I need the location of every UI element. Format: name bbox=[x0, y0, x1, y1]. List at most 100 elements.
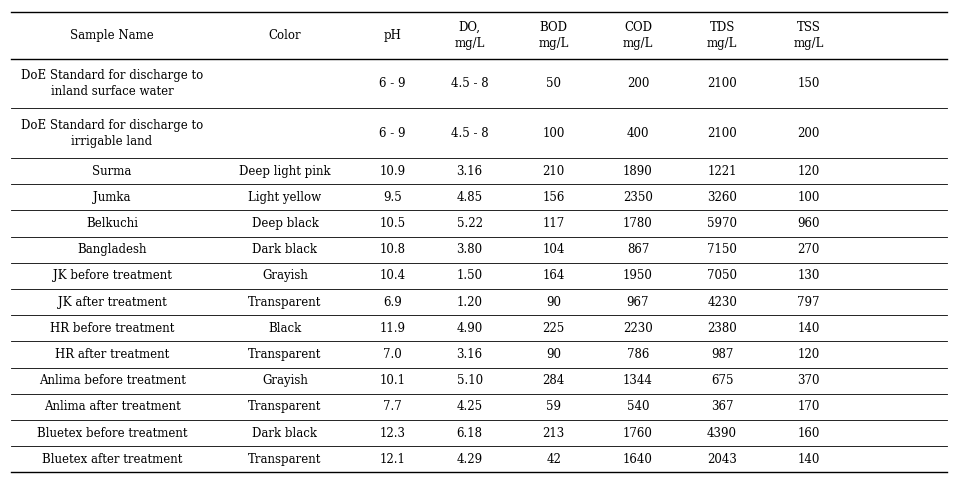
Text: 90: 90 bbox=[546, 348, 561, 361]
Text: 867: 867 bbox=[627, 243, 650, 256]
Text: Deep light pink: Deep light pink bbox=[240, 164, 331, 177]
Text: Grayish: Grayish bbox=[262, 374, 308, 387]
Text: 4.90: 4.90 bbox=[457, 322, 483, 335]
Text: 200: 200 bbox=[627, 77, 650, 90]
Text: 1640: 1640 bbox=[623, 453, 653, 466]
Text: 675: 675 bbox=[711, 374, 734, 387]
Text: 1.20: 1.20 bbox=[457, 295, 483, 308]
Text: 117: 117 bbox=[542, 217, 565, 230]
Text: 270: 270 bbox=[797, 243, 820, 256]
Text: 6.18: 6.18 bbox=[457, 427, 483, 440]
Text: 3.16: 3.16 bbox=[457, 348, 483, 361]
Text: TSS
mg/L: TSS mg/L bbox=[793, 21, 824, 50]
Text: 987: 987 bbox=[711, 348, 733, 361]
Text: 797: 797 bbox=[797, 295, 820, 308]
Text: Sample Name: Sample Name bbox=[70, 29, 154, 42]
Text: 210: 210 bbox=[542, 164, 565, 177]
Text: 967: 967 bbox=[627, 295, 650, 308]
Text: Bluetex before treatment: Bluetex before treatment bbox=[36, 427, 187, 440]
Text: 10.5: 10.5 bbox=[379, 217, 405, 230]
Text: Black: Black bbox=[268, 322, 302, 335]
Text: 5.22: 5.22 bbox=[457, 217, 483, 230]
Text: 104: 104 bbox=[542, 243, 565, 256]
Text: Dark black: Dark black bbox=[253, 243, 317, 256]
Text: COD
mg/L: COD mg/L bbox=[623, 21, 653, 50]
Text: Anlima after treatment: Anlima after treatment bbox=[44, 401, 180, 414]
Text: 6.9: 6.9 bbox=[383, 295, 402, 308]
Text: 12.1: 12.1 bbox=[379, 453, 405, 466]
Text: 1890: 1890 bbox=[623, 164, 652, 177]
Text: 140: 140 bbox=[797, 453, 820, 466]
Text: 4.29: 4.29 bbox=[457, 453, 483, 466]
Text: 59: 59 bbox=[546, 401, 561, 414]
Text: Bangladesh: Bangladesh bbox=[78, 243, 147, 256]
Text: JK before treatment: JK before treatment bbox=[53, 269, 171, 282]
Text: Transparent: Transparent bbox=[248, 453, 322, 466]
Text: 400: 400 bbox=[627, 127, 650, 140]
Text: 100: 100 bbox=[797, 191, 820, 204]
Text: 284: 284 bbox=[542, 374, 565, 387]
Text: 130: 130 bbox=[797, 269, 820, 282]
Text: 150: 150 bbox=[797, 77, 820, 90]
Text: 50: 50 bbox=[546, 77, 561, 90]
Text: 1950: 1950 bbox=[623, 269, 653, 282]
Text: TDS
mg/L: TDS mg/L bbox=[707, 21, 738, 50]
Text: 10.9: 10.9 bbox=[379, 164, 405, 177]
Text: 1780: 1780 bbox=[623, 217, 652, 230]
Text: 6 - 9: 6 - 9 bbox=[379, 77, 406, 90]
Text: 1221: 1221 bbox=[707, 164, 737, 177]
Text: 2100: 2100 bbox=[707, 127, 737, 140]
Text: 4.5 - 8: 4.5 - 8 bbox=[451, 77, 489, 90]
Text: 10.8: 10.8 bbox=[379, 243, 405, 256]
Text: Transparent: Transparent bbox=[248, 348, 322, 361]
Text: DoE Standard for discharge to
inland surface water: DoE Standard for discharge to inland sur… bbox=[21, 69, 203, 98]
Text: 2350: 2350 bbox=[623, 191, 653, 204]
Text: 12.3: 12.3 bbox=[379, 427, 405, 440]
Text: 213: 213 bbox=[542, 427, 565, 440]
Text: 1760: 1760 bbox=[623, 427, 653, 440]
Text: 7050: 7050 bbox=[707, 269, 737, 282]
Text: 2043: 2043 bbox=[707, 453, 737, 466]
Text: 164: 164 bbox=[542, 269, 565, 282]
Text: 370: 370 bbox=[797, 374, 820, 387]
Text: Belkuchi: Belkuchi bbox=[86, 217, 138, 230]
Text: BOD
mg/L: BOD mg/L bbox=[538, 21, 569, 50]
Text: 9.5: 9.5 bbox=[383, 191, 402, 204]
Text: 4.85: 4.85 bbox=[457, 191, 483, 204]
Text: 90: 90 bbox=[546, 295, 561, 308]
Text: 786: 786 bbox=[627, 348, 650, 361]
Text: 3.80: 3.80 bbox=[457, 243, 483, 256]
Text: 42: 42 bbox=[546, 453, 561, 466]
Text: HR before treatment: HR before treatment bbox=[50, 322, 174, 335]
Text: 7.0: 7.0 bbox=[383, 348, 402, 361]
Text: Transparent: Transparent bbox=[248, 401, 322, 414]
Text: 100: 100 bbox=[542, 127, 565, 140]
Text: DoE Standard for discharge to
irrigable land: DoE Standard for discharge to irrigable … bbox=[21, 119, 203, 147]
Text: 160: 160 bbox=[797, 427, 820, 440]
Text: 10.1: 10.1 bbox=[379, 374, 405, 387]
Text: Anlima before treatment: Anlima before treatment bbox=[38, 374, 186, 387]
Text: Color: Color bbox=[268, 29, 302, 42]
Text: 10.4: 10.4 bbox=[379, 269, 405, 282]
Text: 1.50: 1.50 bbox=[457, 269, 483, 282]
Text: JK after treatment: JK after treatment bbox=[57, 295, 167, 308]
Text: Transparent: Transparent bbox=[248, 295, 322, 308]
Text: 200: 200 bbox=[797, 127, 820, 140]
Text: 1344: 1344 bbox=[623, 374, 653, 387]
Text: 540: 540 bbox=[627, 401, 650, 414]
Text: 11.9: 11.9 bbox=[379, 322, 405, 335]
Text: 120: 120 bbox=[797, 348, 820, 361]
Text: 7.7: 7.7 bbox=[383, 401, 402, 414]
Text: 4.5 - 8: 4.5 - 8 bbox=[451, 127, 489, 140]
Text: 3.16: 3.16 bbox=[457, 164, 483, 177]
Text: 3260: 3260 bbox=[707, 191, 737, 204]
Text: Surma: Surma bbox=[92, 164, 131, 177]
Text: Bluetex after treatment: Bluetex after treatment bbox=[42, 453, 182, 466]
Text: 170: 170 bbox=[797, 401, 820, 414]
Text: 140: 140 bbox=[797, 322, 820, 335]
Text: 225: 225 bbox=[542, 322, 565, 335]
Text: Deep black: Deep black bbox=[252, 217, 318, 230]
Text: 120: 120 bbox=[797, 164, 820, 177]
Text: 2380: 2380 bbox=[707, 322, 737, 335]
Text: 2230: 2230 bbox=[623, 322, 652, 335]
